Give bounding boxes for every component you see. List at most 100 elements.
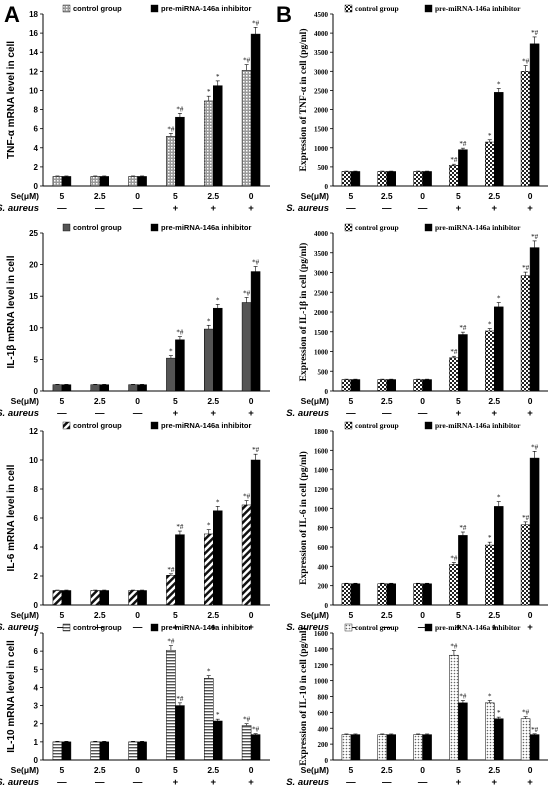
bar-s2-g4 (175, 705, 185, 761)
y-tick-label: 3500 (314, 49, 329, 57)
y-tick-label: 6 (34, 514, 39, 523)
significance-mark: *# (243, 493, 251, 501)
significance-mark: *# (243, 57, 251, 65)
bar-s2-g2 (99, 384, 109, 392)
significance-mark: * (488, 321, 492, 329)
bar-s2-g5 (213, 85, 223, 187)
bar-s1-g2 (90, 590, 100, 606)
significance-mark: *# (459, 692, 467, 700)
y-tick-label: 25 (29, 229, 38, 238)
legend-label-1: control group (73, 223, 122, 232)
significance-mark: * (216, 711, 220, 719)
se-value: 0 (420, 610, 425, 620)
y-tick-label: 3000 (314, 68, 329, 76)
y-tick-label: 0 (34, 182, 39, 191)
bacteria-value: + (491, 203, 497, 214)
bar-s1-g3 (128, 176, 138, 187)
bar-s1-g1 (52, 590, 63, 606)
se-label: Se(μM) (11, 610, 40, 620)
se-label: Se(μM) (301, 765, 330, 775)
bacteria-value: + (248, 203, 254, 214)
y-tick-label: 1800 (314, 428, 329, 436)
y-tick-label: 4 (34, 543, 39, 552)
legend-swatch-2 (424, 623, 433, 632)
bar-s2-g3 (422, 379, 432, 392)
legend-swatch-1 (344, 421, 353, 430)
significance-mark: * (207, 668, 211, 676)
se-value: 0 (420, 765, 425, 775)
bacteria-value: — (57, 408, 67, 419)
y-tick-label: 15 (29, 292, 38, 301)
bacteria-value: — (133, 203, 143, 214)
chart-8: Expression of IL-10 in cell (pg/ml) 0 200 4… (286, 623, 548, 788)
bar-s2-g5 (494, 718, 504, 761)
se-value: 2.5 (207, 396, 219, 406)
bacteria-value: — (382, 622, 392, 633)
bacteria-value: + (491, 408, 497, 419)
legend-swatch-1 (344, 4, 353, 13)
bacteria-value: — (346, 203, 356, 214)
y-tick-label: 2000 (314, 309, 329, 317)
bacteria-value: — (57, 777, 67, 788)
bacteria-value: — (346, 777, 356, 788)
bacteria-value: — (95, 777, 105, 788)
bar-s1-g1 (341, 171, 352, 187)
se-value: 5 (349, 610, 354, 620)
bar-s1-g5 (485, 702, 495, 761)
legend-label-2: pre-miRNA-146a inhibitor (161, 223, 252, 232)
y-axis-label: Expression of IL-1β in cell (pg/ml) (298, 243, 309, 382)
se-value: 5 (60, 765, 65, 775)
y-tick-label: 5 (34, 355, 39, 364)
bacteria-value: + (210, 203, 216, 214)
se-value: 2.5 (207, 610, 219, 620)
y-tick-label: 8 (34, 485, 39, 494)
y-axis-label: Expression of IL-10 in cell (pg/ml) (298, 627, 309, 765)
bacteria-value: + (173, 777, 179, 788)
bar-s1-g3 (413, 734, 423, 761)
bar-s1-g2 (90, 176, 100, 187)
bacteria-value: + (210, 777, 216, 788)
bar-s2-g5 (494, 306, 504, 392)
legend-label-1: control group (355, 4, 399, 13)
bar-s2-g6 (529, 734, 540, 761)
legend-swatch-2 (424, 421, 433, 430)
bacteria-value: + (173, 622, 179, 633)
bacteria-value: + (210, 622, 216, 633)
bar-s2-g3 (137, 176, 147, 187)
se-value: 5 (456, 396, 461, 406)
significance-mark: * (216, 296, 220, 304)
se-value: 2.5 (488, 396, 500, 406)
legend-swatch-1 (62, 223, 71, 232)
se-label: Se(μM) (301, 191, 330, 201)
bacteria-value: + (456, 203, 462, 214)
y-tick-label: 1000 (314, 678, 329, 686)
chart-4: IL-10 mRNA level in cell 0 1 2 3 4 5 6 7 control … (0, 623, 270, 788)
bacteria-label: S. aureus (286, 408, 329, 419)
se-value: 0 (528, 765, 533, 775)
y-tick-label: 4 (34, 683, 39, 692)
bar-s2-g5 (213, 720, 223, 761)
y-tick-label: 400 (318, 725, 329, 733)
significance-mark: *# (450, 348, 458, 356)
se-value: 5 (173, 191, 178, 201)
bacteria-label: S. aureus (286, 622, 329, 633)
bar-s1-g6 (520, 275, 531, 392)
bar-s1-g6 (520, 524, 531, 606)
bar-s2-g3 (137, 384, 147, 392)
bacteria-value: — (418, 777, 428, 788)
significance-mark: *# (243, 289, 251, 297)
bar-s2-g4 (458, 149, 468, 187)
bar-s1-g3 (413, 379, 423, 392)
se-value: 2.5 (207, 765, 219, 775)
bacteria-value: + (527, 622, 533, 633)
legend-label-2: pre-miRNA-146a inhibitor (161, 421, 252, 430)
significance-mark: *# (450, 156, 458, 164)
y-tick-label: 1000 (314, 349, 329, 357)
y-tick-label: 1500 (314, 126, 329, 134)
legend-label-2: pre-miRNA-146a inhibitor (161, 623, 252, 632)
significance-mark: *# (522, 58, 530, 66)
y-tick-label: 10 (29, 456, 38, 465)
bar-s2-g3 (422, 734, 432, 761)
significance-mark: *# (167, 638, 175, 646)
significance-mark: *# (522, 264, 530, 272)
